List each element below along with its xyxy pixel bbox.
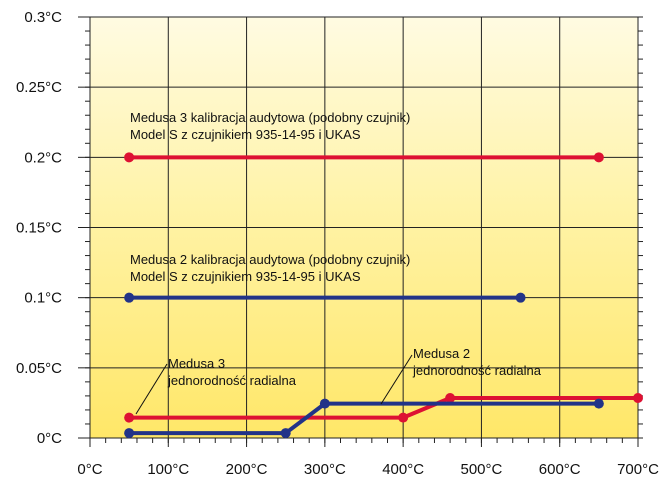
data-point: [593, 398, 604, 409]
x-tick-label: 700°C: [617, 461, 659, 478]
y-tick-label: 0.1°C: [24, 290, 62, 307]
y-tick-label: 0.25°C: [16, 79, 62, 96]
data-point: [593, 152, 604, 163]
annotation-leader: [380, 354, 413, 405]
series-line-4: [129, 401, 599, 436]
annotation-text: Medusa 3 kalibracja audytowa (podobny cz…: [130, 110, 410, 125]
x-tick-label: 600°C: [539, 461, 581, 478]
y-tick-label: 0.3°C: [24, 9, 62, 26]
series-line-3: [129, 396, 638, 420]
x-tick-label: 0°C: [77, 461, 102, 478]
annotation-text: Model S z czujnikiem 935-14-95 i UKAS: [130, 269, 361, 284]
data-point: [398, 412, 409, 423]
annotation-text: jednorodność radialna: [167, 373, 297, 388]
annotation-leader: [135, 363, 168, 415]
data-point: [124, 152, 135, 163]
x-tick-label: 200°C: [226, 461, 268, 478]
annotations: Medusa 3 kalibracja audytowa (podobny cz…: [130, 110, 542, 415]
data-point: [280, 428, 291, 439]
x-tick-label: 100°C: [147, 461, 189, 478]
series-group: [124, 152, 643, 439]
annotation-text: Medusa 2: [413, 346, 470, 361]
data-point: [124, 412, 135, 423]
data-point: [515, 292, 526, 303]
y-tick-label: 0.2°C: [24, 149, 62, 166]
annotation-text: Medusa 2 kalibracja audytowa (podobny cz…: [130, 252, 410, 267]
annotation-text: Model S z czujnikiem 935-14-95 i UKAS: [130, 127, 361, 142]
y-tick-label: 0°C: [37, 430, 62, 447]
data-point: [445, 393, 456, 404]
x-tick-label: 300°C: [304, 461, 346, 478]
data-point: [124, 292, 135, 303]
axes: 0°C 100°C 200°C 300°C 400°C 500°C 600°C 700°C 0°…: [16, 9, 659, 478]
data-point: [633, 393, 643, 404]
x-tick-label: 400°C: [382, 461, 424, 478]
data-point: [319, 398, 330, 409]
annotation-text: Medusa 3: [168, 356, 225, 371]
y-tick-label: 0.05°C: [16, 360, 62, 377]
annotation-text: jednorodność radialna: [412, 363, 542, 378]
x-tick-label: 500°C: [460, 461, 502, 478]
y-tick-label: 0.15°C: [16, 220, 62, 237]
data-point: [124, 428, 135, 439]
